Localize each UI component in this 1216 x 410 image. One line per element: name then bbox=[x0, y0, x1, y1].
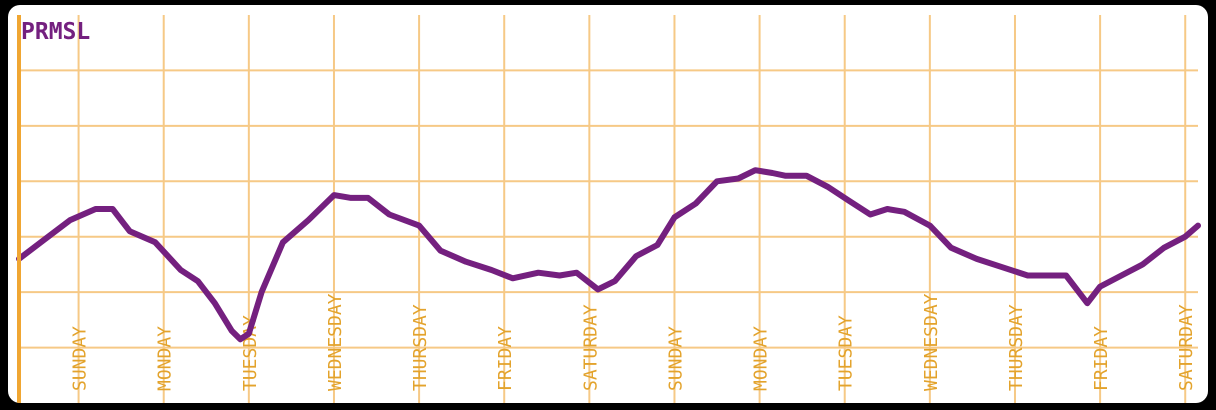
x-tick-label: TUESDAY bbox=[836, 315, 857, 391]
x-tick-label: SUNDAY bbox=[665, 326, 686, 391]
x-tick-label: SUNDAY bbox=[70, 326, 91, 391]
x-tick-label: MONDAY bbox=[751, 326, 772, 391]
x-tick-label: FRIDAY bbox=[495, 326, 516, 391]
x-axis-labels: SUNDAY MONDAY TUESDAY WEDNESDAY THURSDAY FRID… bbox=[70, 293, 1198, 391]
x-tick-label: WEDNESDAY bbox=[921, 293, 942, 391]
x-tick-label: SATURDAY bbox=[580, 304, 601, 391]
prmsl-chart: SUNDAY MONDAY TUESDAY WEDNESDAY THURSDAY FRID… bbox=[16, 15, 1201, 403]
chart-frame: SUNDAY MONDAY TUESDAY WEDNESDAY THURSDAY FRID… bbox=[8, 5, 1208, 403]
x-tick-label: THURSDAY bbox=[410, 304, 431, 391]
x-tick-label: THURSDAY bbox=[1006, 304, 1027, 391]
x-tick-label: SATURDAY bbox=[1176, 304, 1197, 391]
prmsl-series-line bbox=[16, 167, 1201, 343]
x-tick-label: FRIDAY bbox=[1091, 326, 1112, 391]
x-tick-label: WEDNESDAY bbox=[325, 293, 346, 391]
grid bbox=[19, 15, 1198, 403]
series-layer bbox=[16, 167, 1201, 343]
chart-title: PRMSL bbox=[21, 19, 90, 45]
x-tick-label: MONDAY bbox=[155, 326, 176, 391]
